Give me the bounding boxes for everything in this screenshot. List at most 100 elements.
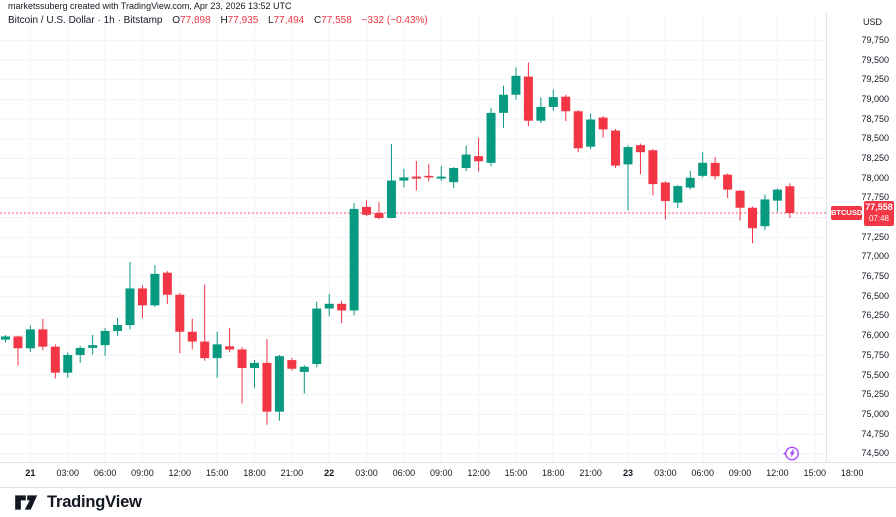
time-tick-label: 15:00 [803, 468, 827, 478]
price-tick-label: 75,500 [861, 369, 889, 380]
candle-body [486, 112, 496, 163]
price-axis[interactable]: USD 79,750 79,500 79,250 79,000 78,750 78,500… [826, 13, 896, 462]
candle-body [586, 119, 596, 147]
price-tick-label: 76,250 [861, 310, 889, 321]
candle-wick [478, 137, 480, 172]
price-tick-label: 79,750 [861, 34, 889, 45]
candle-body [250, 362, 259, 368]
time-tick-label: 12:00 [168, 468, 192, 478]
candle-body [25, 329, 35, 349]
candle-body [162, 272, 172, 295]
time-tick-date-label: 22 [324, 468, 335, 478]
candle-body [386, 180, 396, 218]
candle-wick [92, 334, 94, 355]
time-tick-label: 09:00 [429, 468, 453, 478]
candle-body [63, 354, 73, 373]
time-tick-label: 06:00 [691, 468, 714, 478]
candle-body [399, 177, 409, 181]
time-tick-label: 21:00 [280, 468, 304, 478]
candle-body [523, 76, 533, 121]
candle-wick [241, 347, 243, 404]
price-tick-label: 77,750 [861, 192, 889, 203]
candle-body [635, 145, 645, 153]
candle-body [299, 366, 309, 372]
time-tick-label: 15:00 [205, 468, 229, 478]
price-tick-label: 76,000 [861, 330, 889, 341]
candle-body [511, 75, 521, 95]
candle-body [785, 186, 795, 213]
candle-body [474, 156, 484, 162]
time-tick-date-label: 21 [25, 468, 36, 478]
candle-body [548, 97, 558, 107]
price-tick-label: 76,750 [861, 271, 889, 282]
price-tick-label: 78,750 [861, 113, 889, 124]
go-to-realtime-button[interactable] [774, 444, 802, 463]
time-tick-label: 12:00 [467, 468, 490, 478]
candle-wick [303, 365, 305, 394]
tradingview-wordmark[interactable]: TradingView [47, 493, 142, 511]
candle-body [324, 303, 334, 309]
candle-body [38, 329, 48, 347]
candle-body [225, 346, 235, 350]
candle-body [748, 207, 757, 229]
candle-wick [17, 335, 19, 366]
time-tick-label: 18:00 [243, 468, 266, 478]
time-tick-label: 12:00 [766, 468, 789, 478]
time-axis[interactable]: 21 03:00 06:00 09:00 12:00 15:00 18:00 21:00 22 0… [0, 462, 896, 488]
candle-body [187, 331, 197, 342]
candle-body [735, 190, 745, 208]
price-tick-label: 79,250 [861, 74, 889, 85]
candle-body [75, 347, 85, 355]
time-tick-label: 03:00 [654, 468, 677, 478]
candle-body [411, 176, 421, 179]
candle-body [374, 213, 384, 218]
ohlc-close: C77,558 [313, 15, 352, 26]
candle-body [287, 360, 297, 369]
price-tick-label: 74,750 [861, 428, 889, 439]
candlestick-chart-canvas[interactable] [0, 0, 896, 462]
candle-body [200, 341, 210, 359]
candle-body [262, 362, 272, 412]
price-tick-label: 74,500 [861, 448, 889, 459]
candle-body [611, 130, 621, 166]
candle-wick [204, 284, 206, 361]
ohlc-high: H77,935 [220, 15, 259, 26]
ohlc-open: O77,898 [172, 15, 211, 26]
candle-body [125, 288, 135, 326]
candle-body [685, 177, 695, 188]
candle-body [274, 356, 284, 412]
time-tick-label: 03:00 [355, 468, 378, 478]
candle-wick [639, 143, 641, 175]
candle-wick [341, 301, 343, 324]
candle-body [237, 349, 247, 368]
time-tick-label: 09:00 [131, 468, 154, 478]
candle-countdown: 07:48 [868, 214, 890, 223]
candle-body [13, 336, 23, 349]
candle-body [436, 176, 446, 179]
time-tick-label: 03:00 [56, 468, 80, 478]
lightning-icon [789, 449, 795, 458]
candle-body [499, 94, 508, 113]
time-tick-date-label: 23 [622, 468, 633, 478]
footer-bar: TradingView [0, 487, 896, 517]
candle-wick [229, 327, 231, 353]
candle-body [623, 147, 633, 165]
candle-body [660, 182, 670, 202]
candle-wick [627, 145, 629, 211]
candle-body [561, 96, 571, 112]
candle-body [449, 167, 459, 183]
candle-body [113, 325, 123, 331]
tradingview-logo-icon[interactable] [13, 494, 40, 511]
price-tick-label: 76,500 [861, 290, 889, 301]
candle-body [461, 154, 471, 168]
price-tick-label: 78,500 [861, 133, 889, 144]
price-tick-label: 75,250 [861, 389, 889, 400]
current-price-badge: 77,558 07:48 [864, 201, 894, 226]
ohlc-low: L77,494 [268, 15, 305, 26]
chart-legend: Bitcoin / U.S. Dollar · 1h · Bitstamp O7… [8, 15, 428, 27]
attribution-text: marketssuberg created with TradingView.c… [0, 0, 896, 13]
change-value: −332 (−0.43%) [361, 15, 428, 26]
candle-body [772, 189, 782, 201]
candle-wick [254, 360, 255, 388]
